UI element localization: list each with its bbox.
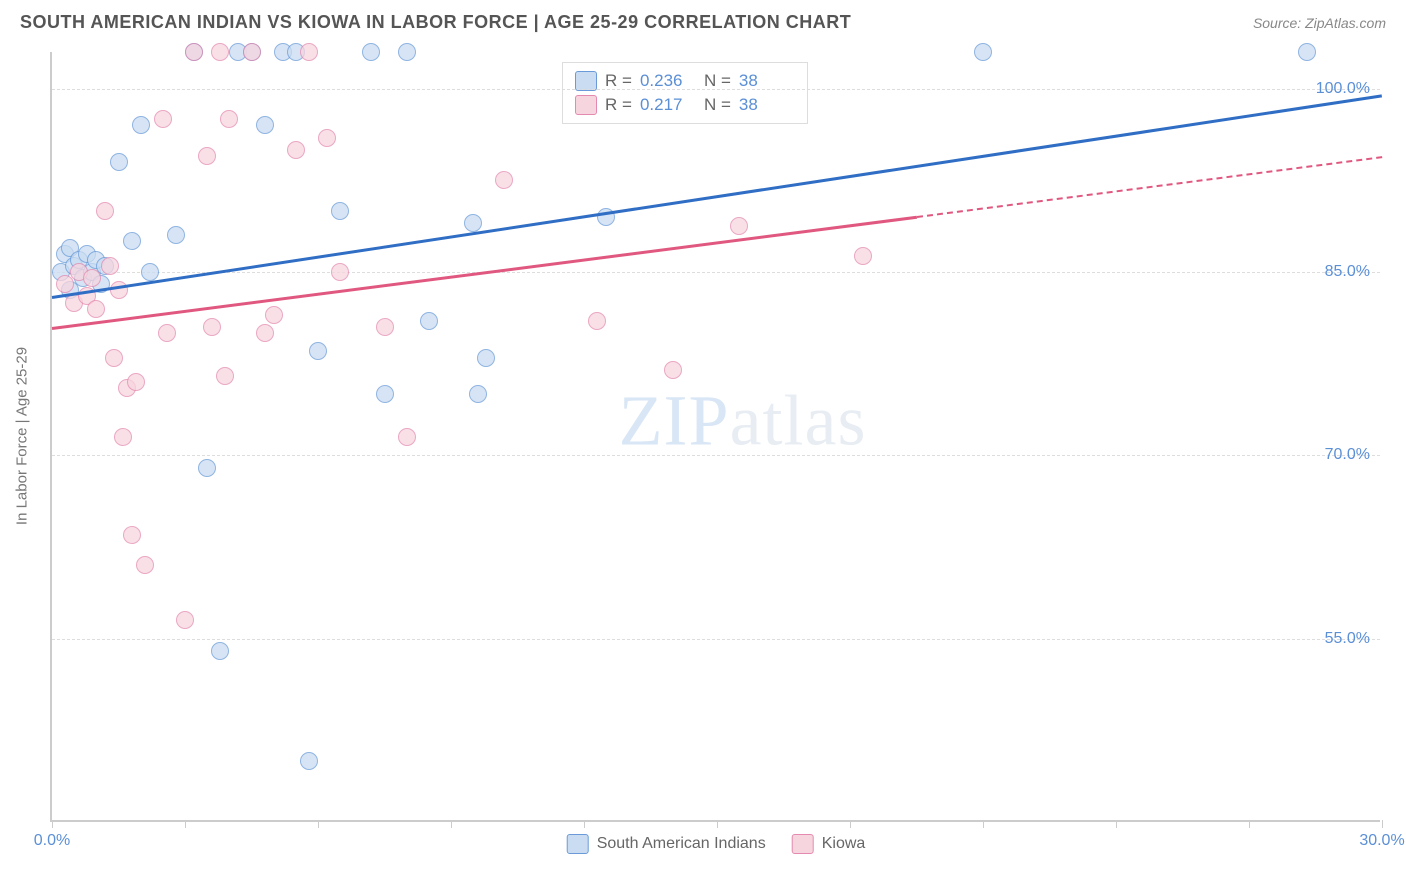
scatter-point	[420, 312, 438, 330]
y-tick-label: 55.0%	[1325, 630, 1370, 648]
x-tick	[1116, 820, 1117, 828]
scatter-point	[362, 43, 380, 61]
scatter-point	[331, 263, 349, 281]
x-tick-label: 0.0%	[34, 832, 70, 850]
scatter-point	[96, 202, 114, 220]
trend-line-extrapolated	[916, 156, 1382, 218]
scatter-point	[176, 611, 194, 629]
scatter-point	[216, 367, 234, 385]
scatter-point	[136, 556, 154, 574]
scatter-point	[154, 110, 172, 128]
legend-n-value: 38	[739, 95, 795, 115]
scatter-point	[331, 202, 349, 220]
scatter-point	[83, 269, 101, 287]
watermark-atlas: atlas	[730, 380, 867, 460]
scatter-point	[211, 642, 229, 660]
scatter-point	[469, 385, 487, 403]
chart-header: SOUTH AMERICAN INDIAN VS KIOWA IN LABOR …	[0, 0, 1406, 41]
y-tick-label: 70.0%	[1325, 446, 1370, 464]
scatter-point	[87, 300, 105, 318]
x-tick	[52, 820, 53, 828]
gridline-horizontal	[52, 89, 1380, 90]
x-tick	[717, 820, 718, 828]
scatter-point	[185, 43, 203, 61]
correlation-legend: R =0.236N =38R =0.217N =38	[562, 62, 808, 124]
gridline-horizontal	[52, 455, 1380, 456]
scatter-point	[220, 110, 238, 128]
scatter-point	[167, 226, 185, 244]
scatter-point	[477, 349, 495, 367]
chart-title: SOUTH AMERICAN INDIAN VS KIOWA IN LABOR …	[20, 12, 851, 33]
scatter-point	[123, 232, 141, 250]
series-legend-item: Kiowa	[792, 834, 866, 854]
scatter-point	[211, 43, 229, 61]
scatter-point	[287, 141, 305, 159]
gridline-horizontal	[52, 272, 1380, 273]
series-legend-label: Kiowa	[822, 835, 866, 853]
x-tick	[318, 820, 319, 828]
zipatlas-watermark: ZIPatlas	[619, 379, 867, 462]
scatter-point	[141, 263, 159, 281]
legend-swatch	[567, 834, 589, 854]
correlation-legend-row: R = 0.217 N = 38	[575, 93, 795, 117]
scatter-point	[123, 526, 141, 544]
scatter-point	[730, 217, 748, 235]
y-tick-label: 85.0%	[1325, 263, 1370, 281]
scatter-point	[127, 373, 145, 391]
x-tick	[185, 820, 186, 828]
legend-n-label: N =	[704, 95, 731, 115]
series-legend-item: South American Indians	[567, 834, 766, 854]
scatter-point	[265, 306, 283, 324]
scatter-point	[974, 43, 992, 61]
source-attribution: Source: ZipAtlas.com	[1253, 15, 1386, 31]
scatter-point	[588, 312, 606, 330]
gridline-horizontal	[52, 639, 1380, 640]
scatter-point	[398, 428, 416, 446]
x-tick	[850, 820, 851, 828]
scatter-point	[1298, 43, 1316, 61]
x-tick	[983, 820, 984, 828]
series-legend-label: South American Indians	[597, 835, 766, 853]
scatter-point	[243, 43, 261, 61]
scatter-point	[158, 324, 176, 342]
scatter-point	[101, 257, 119, 275]
scatter-point	[664, 361, 682, 379]
y-axis-label: In Labor Force | Age 25-29	[14, 347, 31, 525]
x-tick	[451, 820, 452, 828]
scatter-point	[132, 116, 150, 134]
scatter-point	[300, 752, 318, 770]
scatter-point	[256, 324, 274, 342]
correlation-scatter-chart: In Labor Force | Age 25-29 ZIPatlas R =0…	[50, 52, 1380, 822]
scatter-point	[110, 153, 128, 171]
scatter-point	[198, 459, 216, 477]
scatter-point	[256, 116, 274, 134]
series-legend: South American Indians Kiowa	[567, 834, 866, 854]
y-tick-label: 100.0%	[1316, 80, 1370, 98]
scatter-point	[114, 428, 132, 446]
x-tick	[1249, 820, 1250, 828]
scatter-point	[376, 385, 394, 403]
legend-r-value: 0.217	[640, 95, 696, 115]
legend-swatch	[575, 95, 597, 115]
scatter-point	[318, 129, 336, 147]
scatter-point	[495, 171, 513, 189]
scatter-point	[203, 318, 221, 336]
scatter-point	[300, 43, 318, 61]
x-tick	[1382, 820, 1383, 828]
legend-swatch	[792, 834, 814, 854]
scatter-point	[309, 342, 327, 360]
x-tick	[584, 820, 585, 828]
x-tick-label: 30.0%	[1359, 832, 1404, 850]
scatter-point	[198, 147, 216, 165]
scatter-point	[105, 349, 123, 367]
scatter-point	[376, 318, 394, 336]
scatter-point	[398, 43, 416, 61]
scatter-point	[464, 214, 482, 232]
watermark-zip: ZIP	[619, 380, 730, 460]
scatter-point	[854, 247, 872, 265]
legend-r-label: R =	[605, 95, 632, 115]
trend-line	[52, 95, 1382, 300]
